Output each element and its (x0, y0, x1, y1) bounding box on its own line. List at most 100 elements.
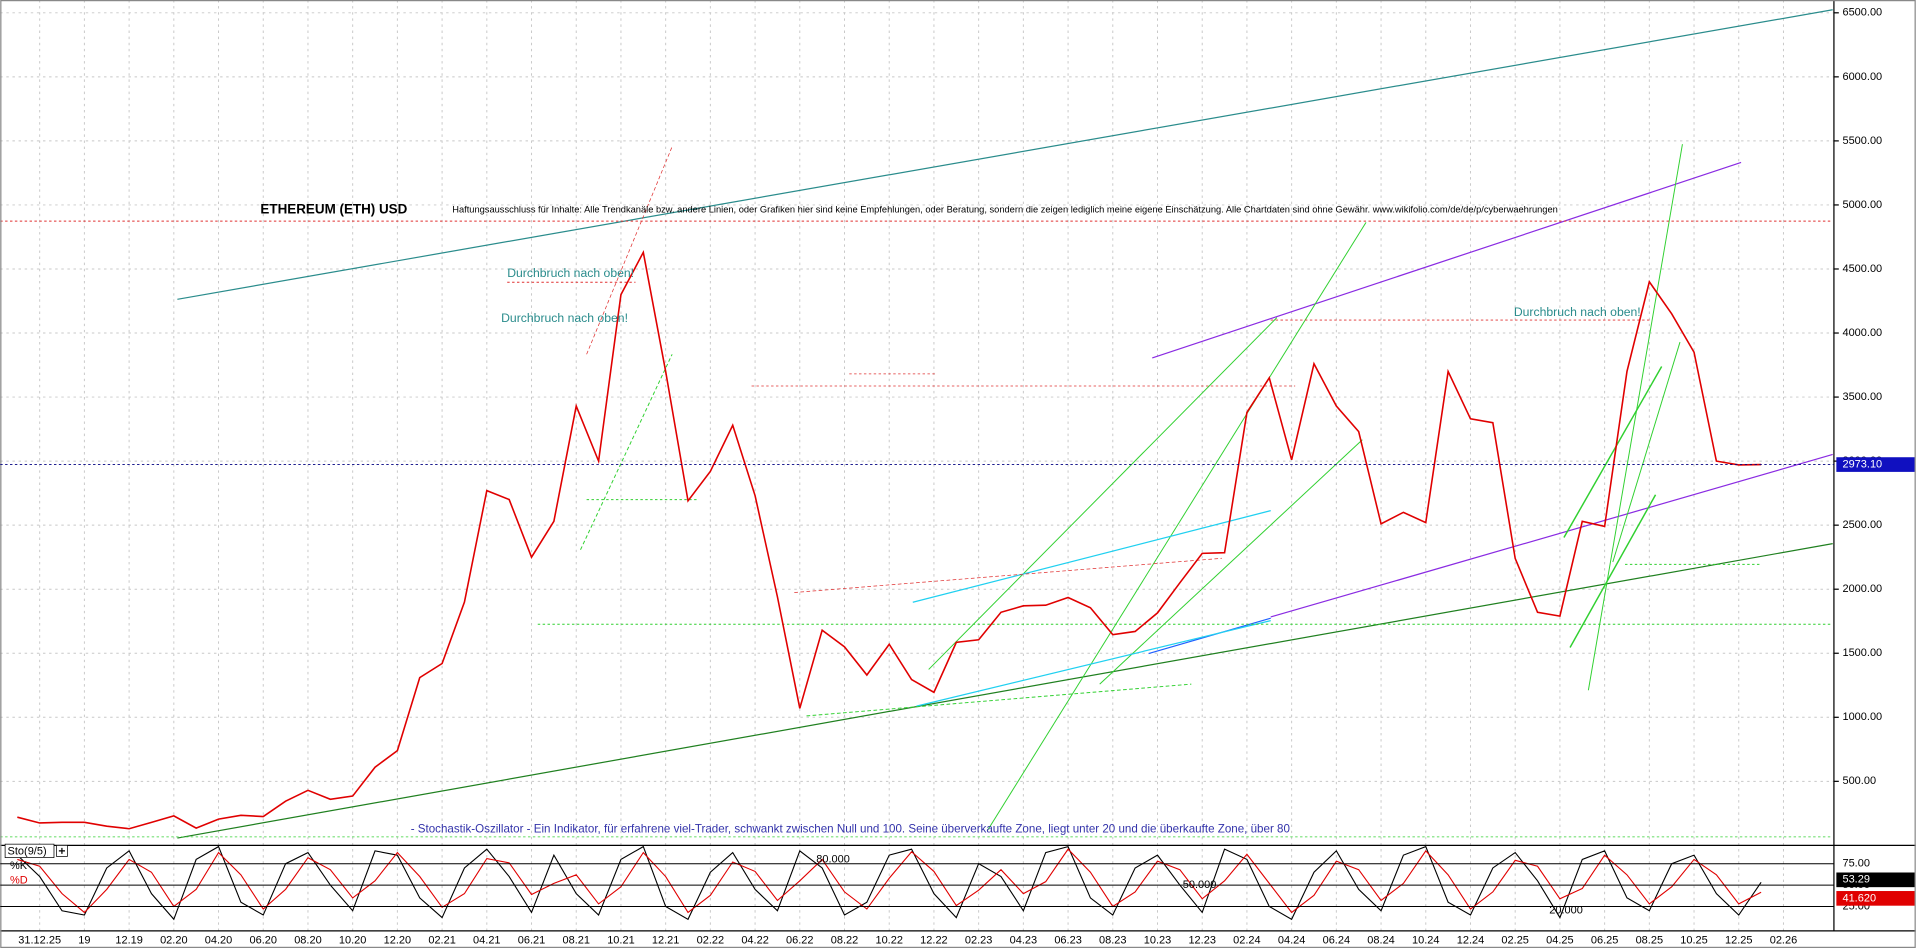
trend-line (1612, 341, 1681, 563)
annotation: Durchbruch nach oben! (501, 311, 628, 325)
x-tick-label: 08.24 (1367, 935, 1395, 947)
x-tick-label: 06.22 (786, 935, 814, 947)
x-tick-label: 10.25 (1680, 935, 1707, 947)
x-tick-label: 12.23 (1188, 935, 1216, 947)
x-tick-label: 06.23 (1054, 935, 1082, 947)
x-tick-label: 08.21 (562, 935, 590, 947)
x-tick-label: 12.19 (115, 935, 142, 947)
disclaimer: Haftungsausschluss für Inhalte: Alle Tre… (452, 205, 1558, 215)
trend-line (1569, 494, 1657, 648)
y-tick-label: 6000.00 (1842, 71, 1882, 83)
osc-level-label: 20.000 (1549, 905, 1583, 917)
trend-line (916, 620, 1271, 707)
trend-line (794, 557, 1222, 593)
x-tick-label: 04.22 (741, 935, 769, 947)
annotation: Durchbruch nach oben! (507, 266, 634, 280)
indicator-note: - Stochastik-Oszillator - Ein Indikator,… (411, 823, 1290, 836)
y-tick-label: 5500.00 (1842, 135, 1882, 147)
x-tick-label: 12.25 (1725, 935, 1752, 947)
y-tick-label: 2500.00 (1842, 519, 1882, 531)
x-tick-label: 02.26 (1770, 935, 1797, 947)
x-tick-label: 04.21 (473, 935, 501, 947)
trend-line (928, 317, 1278, 670)
osc-value-box (1836, 872, 1915, 888)
y-tick-label: 4000.00 (1842, 327, 1882, 339)
indicator-box (4, 843, 55, 858)
osc-value-label: 41.620 (1842, 892, 1876, 904)
x-tick-label: 10.24 (1412, 935, 1439, 947)
legend-k: %K (10, 860, 28, 872)
x-tick-label: 04.23 (1010, 935, 1038, 947)
x-tick-label: 04.24 (1278, 935, 1306, 947)
y-tick-label: 4500.00 (1842, 263, 1882, 275)
osc-tick-label: 75.00 (1842, 858, 1869, 870)
marks (16, 249, 1762, 921)
x-tick-label: 06.25 (1591, 935, 1618, 947)
osc-value-box (1836, 891, 1915, 906)
trend-line (1587, 144, 1683, 691)
osc-level-label: 50.000 (1183, 879, 1217, 891)
x-tick-label: 08.25 (1636, 935, 1663, 947)
x-tick-label: 08.20 (294, 935, 321, 947)
last-price-label: 2973.10 (1842, 458, 1882, 470)
x-tick-label: 19 (78, 935, 90, 947)
x-tick-label: 12.20 (384, 935, 412, 947)
y-tick-label: 5000.00 (1842, 199, 1882, 211)
x-tick-label: 06.21 (518, 935, 546, 947)
trend-line (177, 543, 1833, 839)
series-line (16, 845, 1762, 921)
x-tick-label: 12.21 (652, 935, 680, 947)
x-tick-label: 08.22 (831, 935, 859, 947)
x-tick-label: 04.25 (1546, 935, 1574, 947)
trend-line (986, 222, 1367, 831)
osc-value-label: 53.29 (1842, 874, 1869, 886)
osc-level-label: 80.000 (816, 853, 850, 865)
y-tick-label: 2000.00 (1842, 583, 1882, 595)
grid (0, 0, 1834, 931)
trend-line (580, 354, 673, 550)
annotation: Durchbruch nach oben! (1514, 305, 1641, 319)
x-tick-label: 10.21 (607, 935, 634, 947)
x-tick-label: 02.22 (697, 935, 725, 947)
y-tick-label: 6500.00 (1842, 7, 1882, 19)
trend-line (177, 9, 1833, 300)
trend-lines (0, 9, 1833, 839)
x-tick-label: 02.24 (1233, 935, 1260, 947)
x-tick-label: 10.23 (1144, 935, 1172, 947)
trend-line (1563, 366, 1663, 538)
expand-icon (58, 847, 65, 854)
chart-title: ETHEREUM (ETH) USD (260, 202, 407, 217)
x-tick-label: 06.20 (249, 935, 276, 947)
series-line (17, 249, 1762, 830)
x-tick-label: 10.22 (875, 935, 903, 947)
x-tick-label: 12.24 (1457, 935, 1485, 947)
x-tick-label: 12.22 (920, 935, 948, 947)
trend-line (1270, 453, 1833, 618)
series-line (17, 848, 1762, 914)
trend-line (1099, 439, 1363, 685)
y-tick-label: 1500.00 (1842, 647, 1882, 659)
x-tick-label: 02.25 (1501, 935, 1528, 947)
indicator-name: Sto(9/5) (8, 845, 47, 857)
last-price-box (1836, 457, 1915, 472)
x-tick-label: 08.23 (1099, 935, 1127, 947)
y-tick-label: 500.00 (1842, 775, 1876, 787)
x-tick-label: 02.21 (428, 935, 456, 947)
trend-line (806, 683, 1192, 717)
y-tick-label: 1000.00 (1842, 711, 1882, 723)
x-tick-label: 02.23 (965, 935, 993, 947)
trend-line (1152, 161, 1742, 359)
x-tick-label: 06.24 (1323, 935, 1350, 947)
x-tick-label: 04.20 (205, 935, 233, 947)
y-tick-label: 3500.00 (1842, 391, 1882, 403)
x-tick-label: 02.20 (160, 935, 188, 947)
x-tick-label: 31.12.25 (18, 935, 61, 947)
trend-line (912, 510, 1271, 603)
x-tick-label: 10.20 (339, 935, 367, 947)
trend-line (586, 146, 673, 355)
legend-d: %D (10, 875, 28, 887)
